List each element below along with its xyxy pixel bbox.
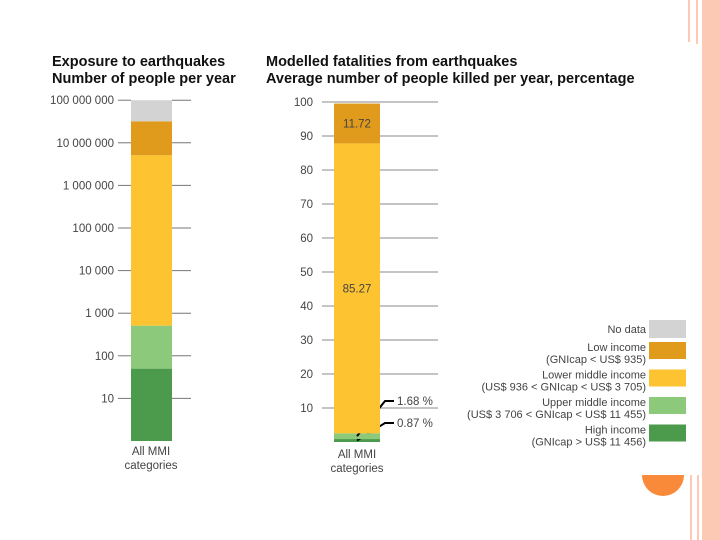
- legend-label: (US$ 3 706 < GNIcap < US$ 11 455): [467, 409, 646, 421]
- x-category-label: All MMI: [338, 449, 376, 461]
- y-tick-label: 80: [300, 165, 313, 177]
- x-category-label: categories: [330, 463, 383, 475]
- legend-label: No data: [607, 324, 646, 336]
- y-tick-label: 50: [300, 267, 313, 279]
- x-category-label: categories: [124, 460, 177, 472]
- y-tick-label: 100 000: [72, 223, 114, 235]
- accent-line: [696, 0, 698, 44]
- y-tick-label: 100: [294, 97, 313, 109]
- legend-label: Low income: [587, 342, 646, 354]
- accent-strip: [702, 0, 720, 540]
- bar-segment-high-income: [131, 368, 172, 441]
- y-tick-label: 30: [300, 335, 313, 347]
- slide-decoration: [642, 0, 720, 540]
- legend-label: (US$ 936 < GNIcap < US$ 3 705): [482, 382, 646, 394]
- y-tick-label: 10: [300, 403, 313, 415]
- y-tick-label: 70: [300, 199, 313, 211]
- y-tick-label: 10 000: [79, 266, 114, 278]
- bar-segment-upper-middle-income: [131, 325, 172, 369]
- y-tick-label: 1 000 000: [63, 180, 114, 192]
- y-tick-label: 10: [101, 393, 114, 405]
- legend-swatch: [649, 342, 686, 359]
- legend-label: (GNIcap > US$ 11 456): [532, 437, 646, 449]
- y-tick-label: 1 000: [85, 308, 114, 320]
- legend-label: (GNIcap < US$ 935): [546, 354, 646, 366]
- bar-segment-no-data: [131, 100, 172, 122]
- legend-label: Lower middle income: [542, 370, 646, 382]
- legend-swatch: [649, 424, 686, 442]
- x-category-label: All MMI: [132, 446, 170, 458]
- y-tick-label: 100 000 000: [50, 95, 114, 107]
- y-tick-label: 90: [300, 131, 313, 143]
- legend-swatch: [649, 369, 686, 387]
- y-tick-label: 60: [300, 233, 313, 245]
- bar-segment-low-income: [334, 103, 380, 144]
- accent-line: [688, 0, 690, 42]
- y-tick-label: 20: [300, 369, 313, 381]
- legend-label: High income: [585, 425, 646, 437]
- chart2-title: Modelled fatalities from earthquakes: [266, 54, 517, 70]
- bar-segment-low-income: [131, 121, 172, 156]
- accent-line: [697, 475, 699, 540]
- data-label: 1.68 %: [397, 396, 433, 408]
- chart1-subtitle: Number of people per year: [52, 71, 236, 87]
- legend-swatch: [649, 320, 686, 338]
- y-tick-label: 40: [300, 301, 313, 313]
- data-label: 11.72: [343, 118, 371, 130]
- legend-swatch: [649, 397, 686, 414]
- bar-segment-lower-middle-income: [334, 143, 380, 434]
- y-tick-label: 10 000 000: [56, 138, 114, 150]
- y-tick-label: 100: [95, 351, 114, 363]
- orange-semicircle: [642, 475, 684, 496]
- chart2-subtitle: Average number of people killed per year…: [266, 71, 635, 87]
- bar-segment-lower-middle-income: [131, 155, 172, 326]
- legend-label: Upper middle income: [542, 397, 646, 409]
- data-label: 0.87 %: [397, 418, 433, 430]
- chart1-title: Exposure to earthquakes: [52, 54, 225, 70]
- accent-line: [690, 475, 692, 540]
- data-label: 85.27: [343, 283, 372, 295]
